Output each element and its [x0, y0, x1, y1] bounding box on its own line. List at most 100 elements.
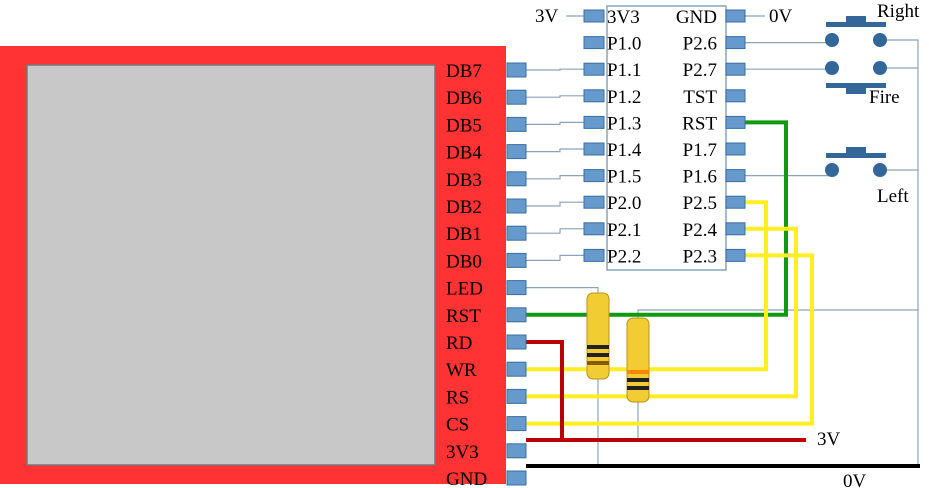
lcd-pin [506, 307, 527, 323]
rd-wire [526, 340, 564, 440]
mcu-left-pin-label: P1.4 [607, 140, 642, 161]
lcd-pin [506, 198, 527, 214]
mcu-left-pin-label: P2.2 [607, 246, 641, 267]
lcd-pin [506, 470, 527, 486]
mcu-right-pin-label: GND [676, 7, 717, 28]
button-left-label: Left [877, 186, 909, 207]
data-bus-wire [526, 228, 584, 234]
button-fire-terminal [825, 61, 839, 75]
mcu-right-pin-label: P2.6 [683, 34, 717, 55]
button-right-terminal [825, 33, 839, 47]
mcu-right-pin-label: P2.3 [683, 246, 717, 267]
mcu-left-pin-label: 3V3 [607, 7, 640, 28]
pins: DB7 DB6 DB5 DB4 DB3 DB2 DB1 DB0 LED RST RD WR RS CS 3V… [446, 7, 746, 488]
button-left-terminal [873, 163, 887, 177]
lcd-pin-label: DB4 [446, 143, 482, 164]
mcu-right-pin [725, 142, 746, 156]
button-fire-cap [846, 88, 866, 94]
resistor-band [587, 361, 609, 365]
button-left-cap [846, 147, 866, 153]
mcu-right-pin-label: P2.7 [683, 60, 717, 81]
mcu-right-pin-label: P2.5 [683, 193, 717, 214]
button-right-plunger [826, 22, 886, 27]
ground-0v-bottom-label: 0V [843, 471, 867, 488]
lcd-pin-label: DB7 [446, 61, 482, 82]
lcd-pin-label: DB3 [446, 170, 482, 191]
mcu-left-pin [583, 9, 605, 23]
ground-0v-top-label: 0V [769, 6, 793, 27]
lcd-pin-label: DB5 [446, 115, 482, 136]
lcd-pin [506, 62, 527, 78]
resistor-band [627, 370, 649, 374]
data-bus-wire [526, 175, 584, 180]
button-right-cap [846, 16, 866, 22]
lcd-pin [506, 171, 527, 187]
data-bus-wire [526, 148, 584, 153]
button-left-terminal [825, 163, 839, 177]
mcu-right-pin [725, 36, 746, 50]
lcd-pin-label: RD [446, 333, 472, 354]
lcd-pin [506, 334, 527, 350]
mcu-left-pin-label: P1.5 [607, 167, 641, 188]
lcd-pin [506, 252, 527, 268]
supply-3v-top-label: 3V [535, 6, 559, 27]
data-bus-wire [526, 201, 584, 207]
lcd-pin-label: RS [446, 387, 469, 408]
lcd-pin-label: 3V3 [446, 442, 479, 463]
mcu-left-pin [583, 195, 605, 209]
mcu-left-pin-label: P2.1 [607, 220, 641, 241]
mcu-right-pin [725, 195, 746, 209]
mcu-right-pin-label: RST [682, 113, 717, 134]
data-bus-wire [526, 121, 584, 126]
mcu-left-pin [583, 142, 605, 156]
button-right-terminal [873, 33, 887, 47]
lcd-pin [506, 388, 527, 404]
mcu-right-pin [725, 248, 746, 262]
mcu-right-pin [725, 115, 746, 129]
lcd-pin [506, 116, 527, 132]
button-fire-label: Fire [869, 87, 900, 108]
button-common-wire [884, 39, 919, 466]
led-wire [526, 287, 599, 294]
lcd-pin [506, 225, 527, 241]
mcu-left-pin [583, 62, 605, 76]
lcd-pin-label: DB6 [446, 88, 482, 109]
mcu-left-pin [583, 115, 605, 129]
data-bus-wire [526, 254, 584, 261]
lcd-pin [506, 89, 527, 105]
data-bus-wire [526, 95, 584, 98]
lcd-pin [506, 144, 527, 160]
lcd-pin-label: RST [446, 306, 481, 327]
lcd-pin [506, 361, 527, 377]
mcu-left-pin-label: P1.3 [607, 113, 641, 134]
mcu-left-pin-label: P2.0 [607, 193, 641, 214]
mcu-right-pin [725, 62, 746, 76]
resistor-1 [586, 292, 610, 380]
lcd-pin [506, 416, 527, 432]
resistor-band [587, 345, 609, 349]
lcd-screen [26, 64, 436, 466]
supply-3v-bottom-label: 3V [817, 429, 841, 450]
mcu-right-pin-label: P2.4 [683, 220, 718, 241]
resistor-band [587, 353, 609, 357]
lcd-pin [506, 443, 527, 459]
mcu-right-pin-label: P1.6 [683, 167, 717, 188]
rs-wire [526, 226, 798, 399]
mcu-right-pin [725, 169, 746, 183]
mcu-right-pin-label: P1.7 [683, 140, 717, 161]
data-bus-wire [526, 68, 584, 71]
resistors [586, 292, 650, 403]
mcu-left-pin [583, 89, 605, 103]
mcu-left-pin [583, 248, 605, 262]
mcu-left-pin-label: P1.0 [607, 34, 641, 55]
lcd-pin-label: GND [446, 469, 487, 488]
button-left-plunger [826, 153, 886, 158]
mcu-left-pin-label: P1.1 [607, 60, 641, 81]
mcu-left-pin [583, 36, 605, 50]
lcd-pin-label: WR [446, 360, 477, 381]
mcu-left-pin-label: P1.2 [607, 87, 641, 108]
cs-wire [526, 253, 814, 426]
lcd-pin-label: CS [446, 415, 469, 436]
mcu-left-pin [583, 169, 605, 183]
